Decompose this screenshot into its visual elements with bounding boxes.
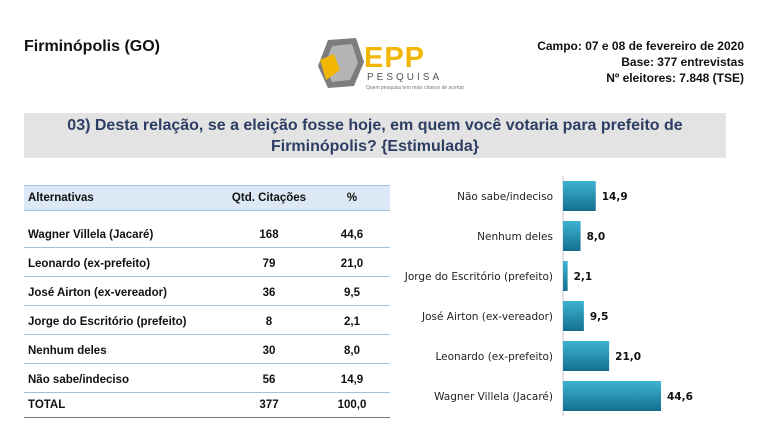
row-qtd: 79	[262, 257, 276, 270]
question-banner: 03) Desta relação, se a eleição fosse ho…	[24, 113, 726, 158]
data-label: 2,1	[574, 271, 593, 283]
table-row: Nenhum deles 30 8,0	[24, 338, 390, 364]
data-label: 14,9	[602, 191, 628, 203]
voters-count: Nº eleitores: 7.848 (TSE)	[606, 71, 744, 85]
logo-name: EPP	[364, 42, 426, 74]
category-label: Jorge do Escritório (prefeito)	[404, 271, 553, 283]
bar-chart: Não sabe/indeciso 14,9 Nenhum deles 8,0 Jorg…	[404, 176, 693, 416]
row-alt: Não sabe/indeciso	[28, 373, 129, 386]
data-label: 9,5	[590, 311, 609, 323]
question-line-1: 03) Desta relação, se a eleição fosse ho…	[67, 117, 683, 134]
table-row: Jorge do Escritório (prefeito) 8 2,1	[24, 309, 390, 335]
table-total-row: TOTAL 377 100,0	[24, 392, 390, 418]
total-pct: 100,0	[337, 398, 367, 411]
header-percent: %	[346, 192, 358, 204]
row-pct: 2,1	[344, 315, 360, 328]
base-count: Base: 377 entrevistas	[621, 55, 744, 69]
bar	[563, 301, 584, 331]
row-pct: 9,5	[344, 286, 360, 299]
bar	[563, 221, 581, 251]
row-pct: 14,9	[340, 373, 364, 386]
total-qtd: 377	[259, 398, 279, 411]
category-label: José Airton (ex-vereador)	[421, 311, 553, 323]
table-row: Leonardo (ex-prefeito) 79 21,0	[24, 251, 390, 277]
table-header: Alternativas Qtd. Citações %	[24, 185, 390, 211]
bar	[563, 181, 596, 211]
row-pct: 44,6	[340, 228, 364, 241]
row-alt: Nenhum deles	[28, 344, 107, 357]
row-qtd: 168	[259, 228, 279, 241]
row-alt: Leonardo (ex-prefeito)	[28, 257, 151, 270]
header-citacoes: Qtd. Citações	[231, 192, 307, 204]
data-label: 21,0	[615, 351, 641, 363]
campo-date: Campo: 07 e 08 de fevereiro de 2020	[537, 39, 744, 53]
city-title: Firminópolis (GO)	[24, 38, 160, 55]
question-line-2: Firminópolis? {Estimulada}	[270, 138, 480, 155]
logo-emblem-icon	[318, 38, 364, 88]
row-alt: Jorge do Escritório (prefeito)	[28, 315, 187, 328]
row-alt: José Airton (ex-vereador)	[28, 286, 167, 299]
category-label: Nenhum deles	[477, 231, 553, 243]
table-row: José Airton (ex-vereador) 36 9,5	[24, 280, 390, 306]
bar	[563, 341, 610, 371]
row-pct: 8,0	[344, 344, 360, 357]
epp-logo: EPP PESQUISA Quem pesquisa tem mais chan…	[314, 34, 464, 94]
row-alt: Wagner Villela (Jacaré)	[28, 228, 154, 241]
category-label: Não sabe/indeciso	[457, 191, 553, 203]
table-row: Não sabe/indeciso 56 14,9	[24, 367, 390, 393]
row-qtd: 30	[262, 344, 276, 357]
total-label: TOTAL	[28, 398, 66, 411]
logo-tagline: Quem pesquisa tem mais chance de acertar	[366, 85, 465, 91]
category-label: Leonardo (ex-prefeito)	[436, 351, 554, 363]
row-qtd: 8	[265, 315, 273, 328]
survey-meta: Campo: 07 e 08 de fevereiro de 2020 Base…	[537, 38, 744, 86]
bar	[563, 261, 568, 291]
logo-subtitle: PESQUISA	[367, 72, 443, 83]
data-label: 44,6	[667, 391, 693, 403]
table-row: Wagner Villela (Jacaré) 168 44,6	[24, 222, 390, 248]
data-label: 8,0	[587, 231, 606, 243]
category-label: Wagner Villela (Jacaré)	[434, 391, 553, 403]
row-pct: 21,0	[340, 257, 364, 270]
row-qtd: 36	[262, 286, 276, 299]
bar	[563, 381, 661, 411]
header-alternativas: Alternativas	[28, 192, 94, 204]
row-qtd: 56	[262, 373, 276, 386]
